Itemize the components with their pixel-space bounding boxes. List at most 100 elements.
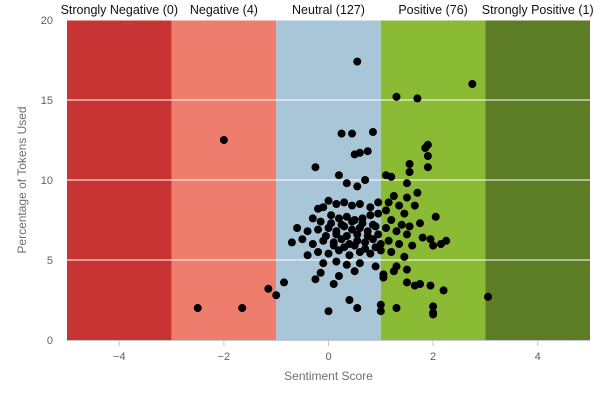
data-point-100 <box>405 160 414 168</box>
data-point-72 <box>350 267 359 276</box>
data-point-7 <box>337 129 346 138</box>
data-point-99 <box>421 144 430 152</box>
data-point-101 <box>423 152 432 160</box>
data-point-73 <box>311 275 320 284</box>
data-point-102 <box>405 168 414 176</box>
data-point-125 <box>384 236 393 245</box>
data-point-37 <box>303 227 312 236</box>
band-label-4: Strongly Positive (1) <box>482 3 594 17</box>
data-point-61 <box>345 251 354 260</box>
band-label-0: Strongly Negative (0) <box>61 3 178 17</box>
data-point-89 <box>329 241 338 250</box>
band-label-2: Neutral (127) <box>292 3 365 17</box>
data-point-47 <box>298 235 307 244</box>
data-point-66 <box>332 257 341 266</box>
data-point-12 <box>368 128 377 136</box>
data-point-67 <box>342 260 351 269</box>
data-point-106 <box>389 192 398 200</box>
data-point-124 <box>442 236 451 245</box>
data-point-138 <box>416 280 425 288</box>
data-point-130 <box>400 252 409 261</box>
data-point-23 <box>348 201 357 210</box>
data-point-58 <box>314 248 323 256</box>
data-point-17 <box>361 176 370 184</box>
band-label-1: Negative (4) <box>190 3 258 17</box>
data-point-57 <box>303 251 312 260</box>
data-point-11 <box>363 147 372 156</box>
data-point-78 <box>327 219 336 228</box>
x-axis: −4 −2 0 2 4 <box>67 340 590 363</box>
y-tick-label-3: 15 <box>41 95 53 107</box>
data-point-46 <box>287 238 296 247</box>
data-point-36 <box>293 224 302 232</box>
x-tick-label-3: 2 <box>430 351 436 363</box>
data-point-148 <box>484 292 493 301</box>
y-tick-label-4: 20 <box>41 15 53 27</box>
x-tick-label-1: −2 <box>218 351 231 363</box>
data-point-116 <box>405 222 414 231</box>
data-point-135 <box>379 273 388 282</box>
data-point-83 <box>321 232 330 240</box>
y-tick-label-0: 0 <box>47 335 53 347</box>
data-point-70 <box>316 268 325 277</box>
data-point-1 <box>219 136 228 144</box>
data-point-15 <box>353 182 362 191</box>
y-axis: 0 5 10 15 20 <box>41 15 53 347</box>
data-point-111 <box>431 212 440 221</box>
data-point-143 <box>376 307 385 316</box>
data-point-91 <box>350 241 359 250</box>
data-point-142 <box>392 304 401 312</box>
data-point-121 <box>418 233 427 242</box>
data-point-109 <box>395 201 404 210</box>
data-point-139 <box>426 281 435 290</box>
data-point-84 <box>332 230 341 239</box>
data-point-38 <box>314 225 323 234</box>
data-point-63 <box>366 249 375 258</box>
data-point-21 <box>332 200 341 208</box>
data-point-19 <box>319 203 328 212</box>
data-point-103 <box>423 163 432 172</box>
data-point-5 <box>280 278 289 287</box>
data-point-129 <box>387 248 396 256</box>
data-point-13 <box>334 171 343 180</box>
data-point-118 <box>382 224 391 232</box>
data-point-29 <box>327 211 336 220</box>
data-point-119 <box>392 227 401 236</box>
data-point-113 <box>400 209 409 218</box>
data-point-87 <box>363 232 372 240</box>
data-point-122 <box>426 235 435 244</box>
data-point-75 <box>345 296 354 304</box>
data-point-8 <box>348 129 357 138</box>
data-point-110 <box>410 201 419 210</box>
data-point-20 <box>324 196 333 205</box>
data-point-77 <box>324 307 333 316</box>
data-point-25 <box>366 203 375 212</box>
horizontal-gridlines <box>67 19 590 261</box>
data-point-112 <box>382 206 391 215</box>
data-point-96 <box>392 92 401 101</box>
data-point-65 <box>319 259 328 268</box>
data-point-10 <box>355 148 364 157</box>
data-point-86 <box>353 230 362 239</box>
data-point-126 <box>395 240 404 248</box>
data-point-76 <box>353 304 362 312</box>
data-point-147 <box>468 80 477 88</box>
data-point-22 <box>340 198 349 207</box>
data-point-120 <box>402 230 411 239</box>
data-point-90 <box>340 243 349 252</box>
data-point-27 <box>308 214 317 223</box>
y-axis-title: Percentage of Tokens Used <box>15 106 29 253</box>
band-labels: Strongly Negative (0) Negative (4) Neutral… <box>61 3 594 17</box>
data-point-128 <box>429 241 438 250</box>
data-point-141 <box>376 300 385 309</box>
data-point-82 <box>368 220 377 229</box>
data-point-85 <box>342 232 351 240</box>
data-point-14 <box>342 179 351 188</box>
data-point-34 <box>366 211 375 220</box>
data-point-79 <box>337 220 346 229</box>
data-point-92 <box>361 244 370 253</box>
data-point-0 <box>193 304 202 312</box>
data-point-69 <box>371 262 380 271</box>
data-point-16 <box>311 163 320 172</box>
data-point-42 <box>348 225 357 234</box>
